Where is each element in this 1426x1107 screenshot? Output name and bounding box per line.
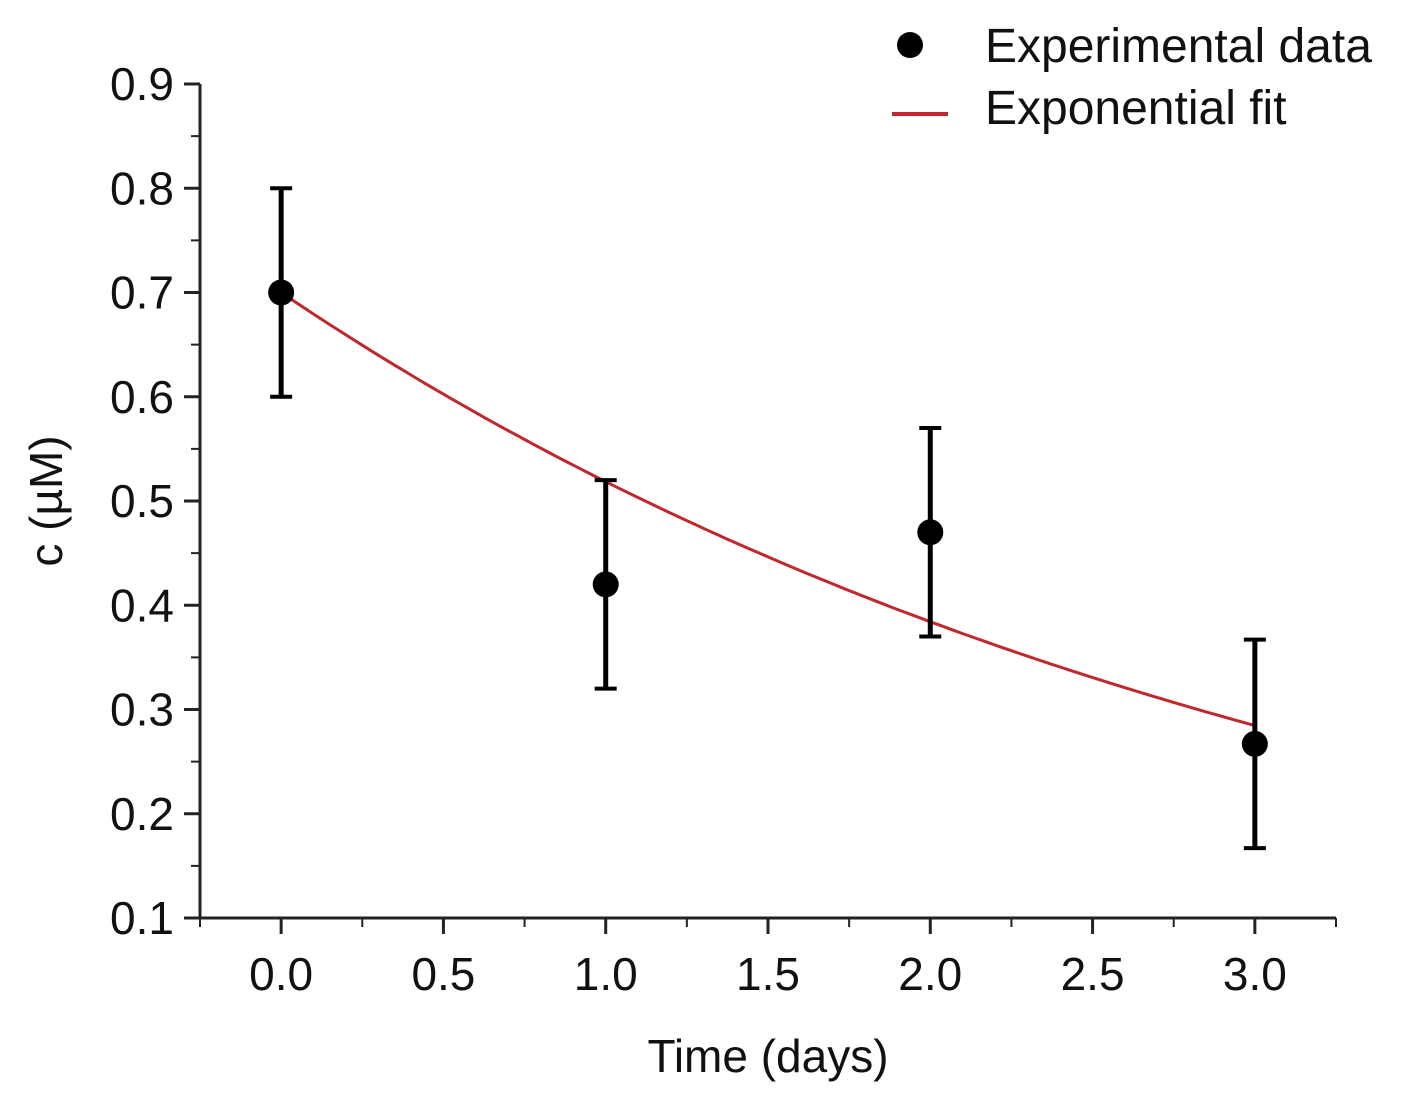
data-point bbox=[268, 279, 295, 306]
x-tick-label: 2.0 bbox=[898, 948, 962, 1000]
experimental-series bbox=[268, 186, 1268, 851]
y-tick-label: 0.4 bbox=[110, 579, 174, 631]
data-point bbox=[917, 519, 944, 546]
y-axis-title: c (µM) bbox=[20, 435, 72, 566]
x-tick-label: 1.5 bbox=[736, 948, 800, 1000]
legend-label-fit: Exponential fit bbox=[985, 82, 1287, 135]
x-tick-labels: 0.0 0.5 1.0 1.5 2.0 2.5 3.0 bbox=[249, 948, 1287, 1000]
y-tick-label: 0.5 bbox=[110, 475, 174, 527]
y-tick-label: 0.1 bbox=[110, 892, 174, 944]
x-tick-label: 0.0 bbox=[249, 948, 313, 1000]
fit-series bbox=[280, 291, 1256, 728]
data-point bbox=[592, 571, 619, 598]
y-tick-label: 0.8 bbox=[110, 162, 174, 214]
legend-marker-experimental bbox=[897, 32, 923, 58]
x-tick-label: 2.5 bbox=[1061, 948, 1125, 1000]
y-tick-label: 0.9 bbox=[110, 58, 174, 110]
y-tick-label: 0.7 bbox=[110, 267, 174, 319]
x-tick-label: 0.5 bbox=[411, 948, 475, 1000]
x-axis-ticks bbox=[199, 918, 1337, 934]
x-axis-title: Time (days) bbox=[647, 1030, 888, 1082]
data-point bbox=[1241, 730, 1268, 757]
x-tick-label: 3.0 bbox=[1223, 948, 1287, 1000]
y-tick-labels: 0.1 0.2 0.3 0.4 0.5 0.6 0.7 0.8 0.9 bbox=[110, 58, 174, 944]
y-axis-ticks bbox=[184, 82, 200, 920]
y-tick-label: 0.6 bbox=[110, 371, 174, 423]
y-tick-label: 0.2 bbox=[110, 788, 174, 840]
legend: Experimental data Exponential fit bbox=[892, 20, 1372, 135]
legend-label-experimental: Experimental data bbox=[985, 20, 1372, 73]
x-tick-label: 1.0 bbox=[574, 948, 638, 1000]
fit-line bbox=[280, 291, 1256, 728]
y-tick-label: 0.3 bbox=[110, 684, 174, 736]
